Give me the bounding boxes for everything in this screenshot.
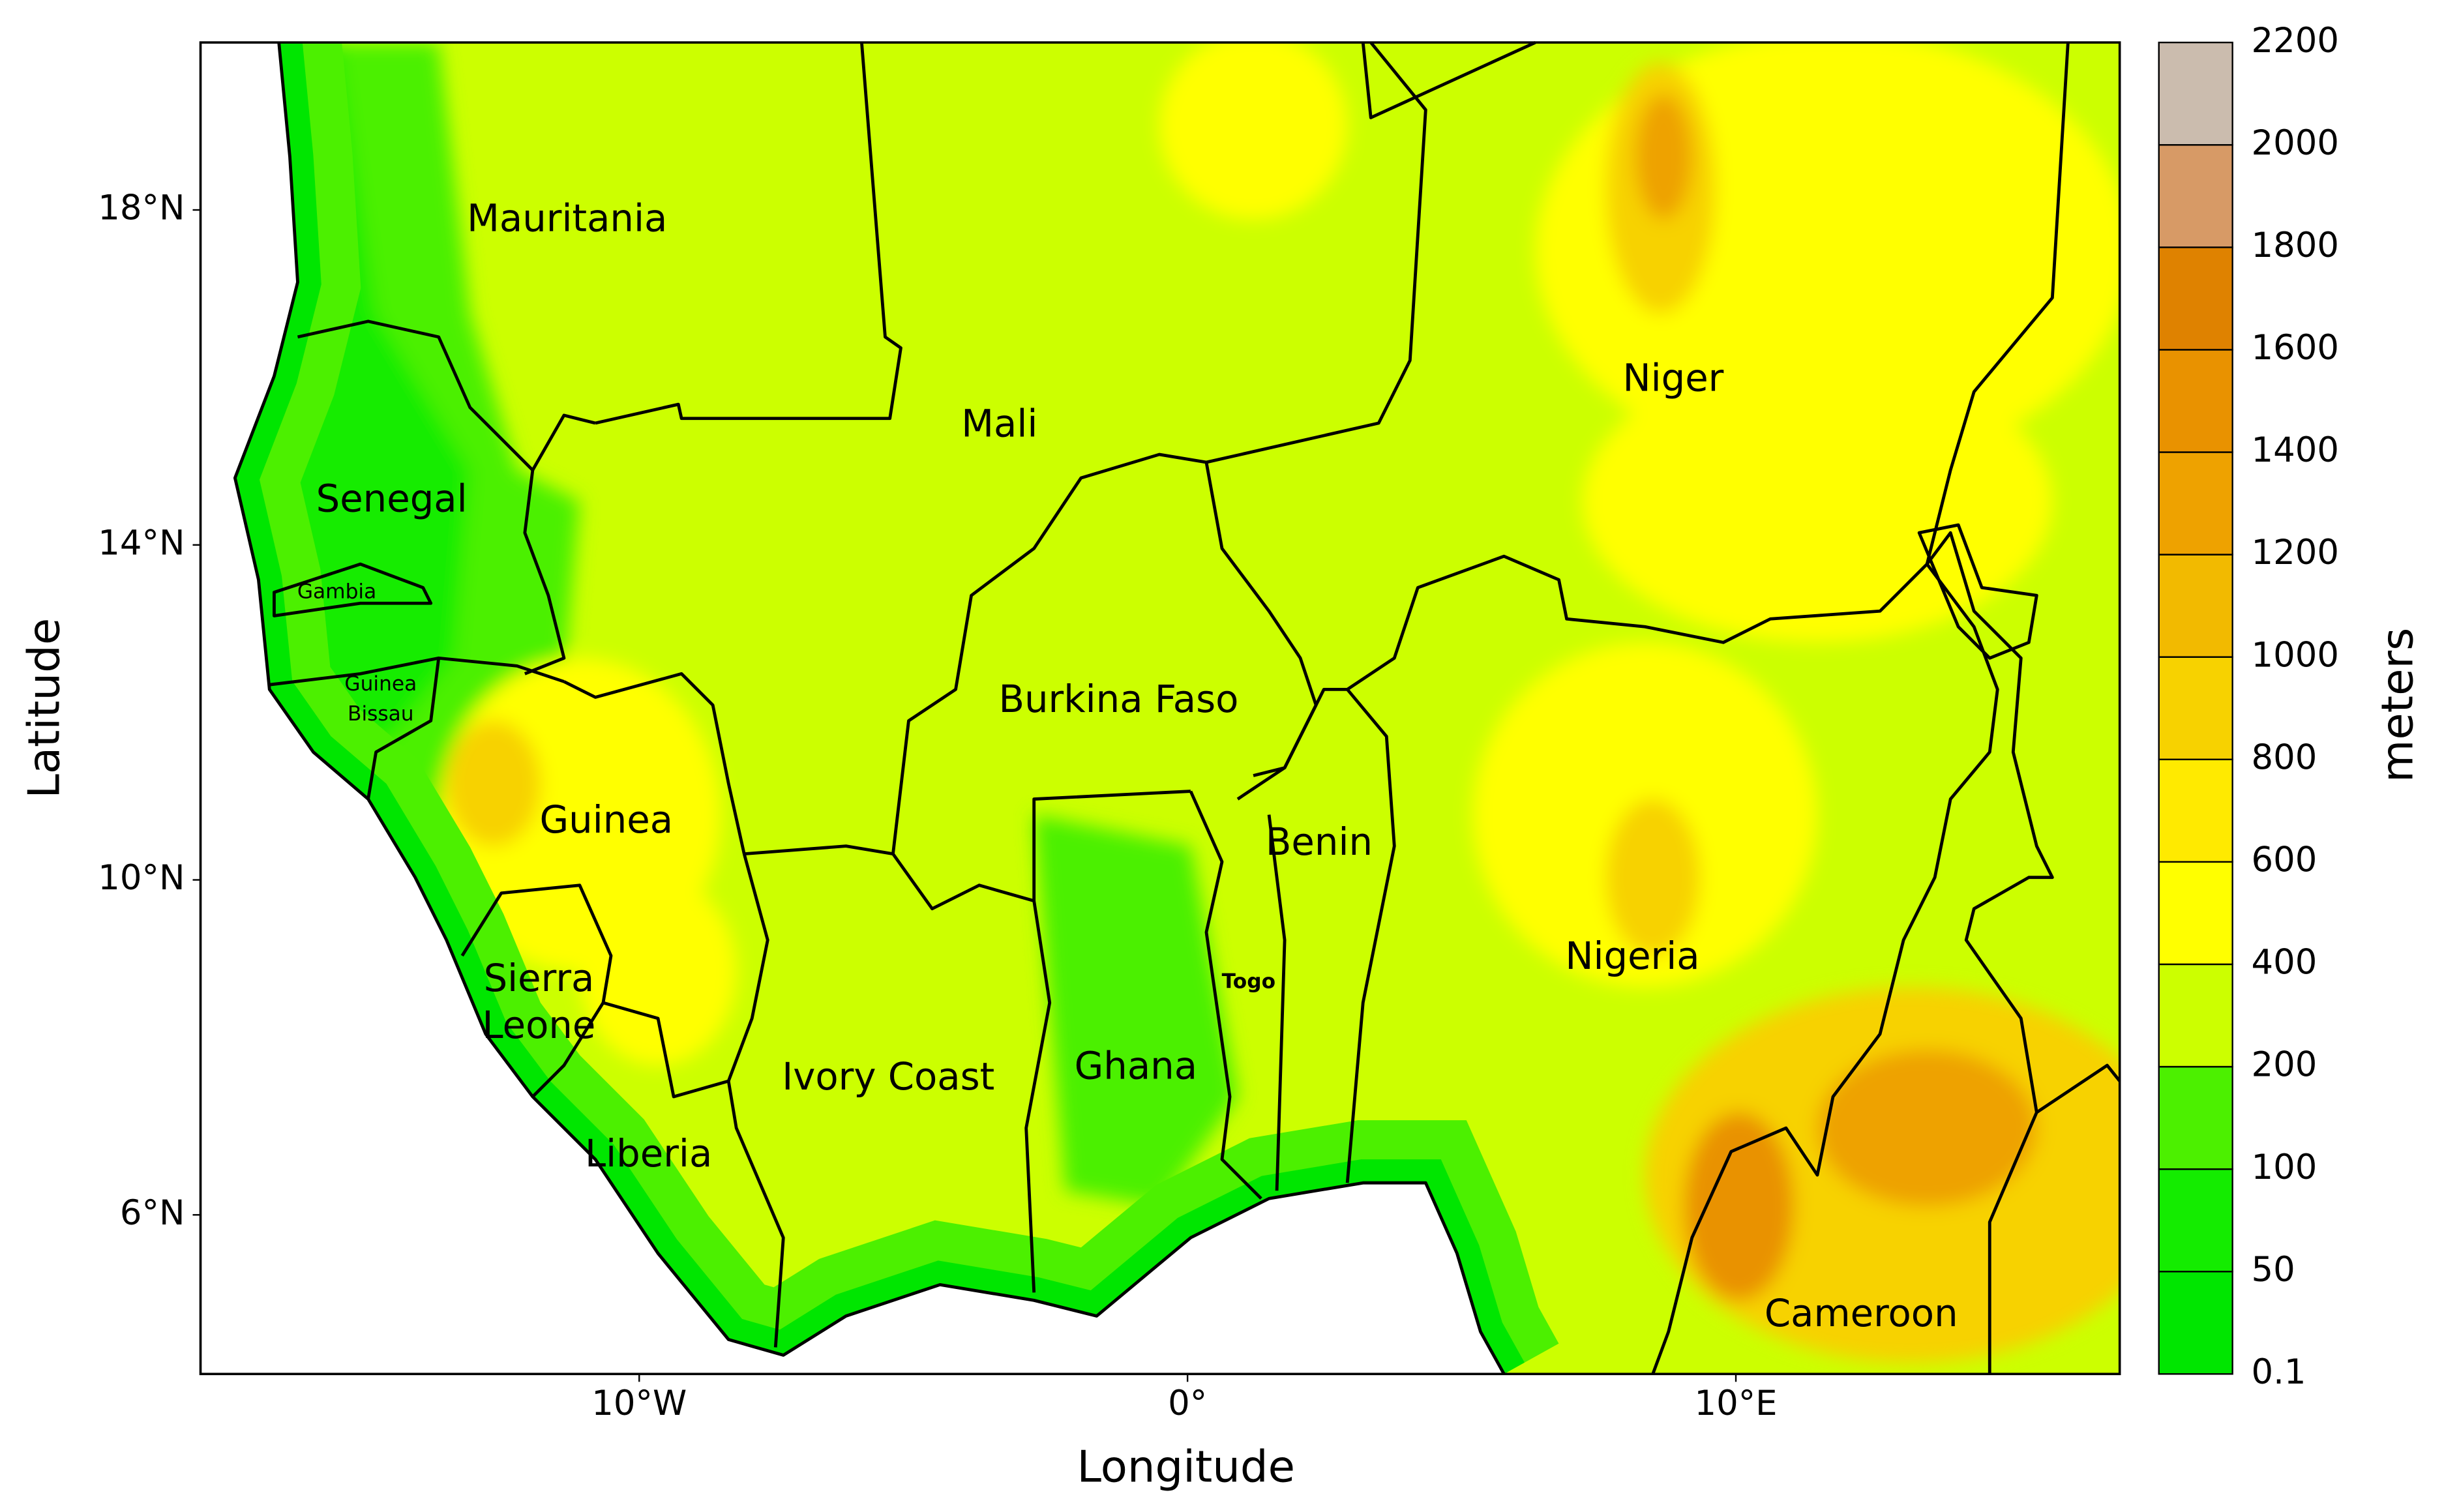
country-label: Mali [961, 401, 1037, 445]
colorbar-segment [2158, 861, 2233, 966]
colorbar-label: 1400 [2251, 430, 2338, 470]
colorbar-label: 1800 [2251, 226, 2338, 265]
country-label: Sierra [484, 956, 595, 1000]
y-tick-label: 14°N [98, 523, 185, 563]
y-tick-label: 6°N [120, 1193, 185, 1233]
y-tick-label: 10°N [98, 858, 185, 898]
colorbar-label: 800 [2251, 737, 2317, 777]
colorbar-label: 0.1 [2251, 1352, 2306, 1392]
country-label: Ivory Coast [782, 1054, 994, 1099]
country-label: Liberia [585, 1131, 712, 1176]
colorbar-label: 2000 [2251, 123, 2338, 163]
country-label: Nigeria [1565, 934, 1699, 978]
colorbar-segment [2158, 246, 2233, 351]
country-label: Benin [1266, 820, 1373, 864]
country-label: Guinea [539, 797, 673, 842]
colorbar-segment [2158, 349, 2233, 453]
colorbar-segment [2158, 554, 2233, 658]
colorbar-segment [2158, 656, 2233, 760]
country-label: Cameroon [1765, 1291, 1958, 1335]
colorbar-label: 100 [2251, 1148, 2317, 1187]
colorbar-segment [2158, 963, 2233, 1068]
colorbar-label: 1600 [2251, 328, 2338, 368]
colorbar-segment [2158, 758, 2233, 863]
colorbar-label: 1000 [2251, 635, 2338, 675]
colorbar-segment [2158, 1065, 2233, 1170]
country-label: Burkina Faso [998, 677, 1238, 721]
y-axis-title: Latitude [19, 618, 70, 799]
country-label: Leone [483, 1003, 596, 1047]
country-label: Mauritania [467, 196, 667, 241]
colorbar-segment [2158, 1168, 2233, 1273]
colorbar-segment [2158, 41, 2233, 146]
country-label: Guinea [344, 672, 417, 696]
country-label: Niger [1622, 356, 1723, 400]
x-axis-title: Longitude [1077, 1441, 1295, 1492]
colorbar-title: meters [2372, 628, 2422, 782]
colorbar-label: 600 [2251, 840, 2317, 880]
borders [233, 40, 2121, 1375]
axes-and-colorbar: 10°W 0° 10°E 6°N 10°N 14°N 18°N 0.1 50 100 200 400 6… [98, 21, 2339, 1423]
colorbar-label: 400 [2251, 943, 2317, 983]
x-tick-label: 10°E [1695, 1384, 1778, 1423]
country-label: Bissau [348, 702, 414, 726]
country-labels: Mauritania Mali Niger Senegal Gambia Gui… [297, 196, 1958, 1335]
x-tick-label: 0° [1168, 1384, 1207, 1423]
x-tick-label: 10°W [591, 1384, 687, 1423]
colorbar-label: 1200 [2251, 533, 2338, 572]
colorbar-label: 200 [2251, 1045, 2317, 1085]
country-label: Senegal [316, 477, 468, 521]
colorbar-segment [2158, 1271, 2233, 1375]
country-label: Gambia [297, 580, 376, 603]
map-frame [199, 41, 2121, 1376]
country-label: Togo [1222, 970, 1275, 994]
country-label: Ghana [1075, 1043, 1197, 1088]
colorbar-label: 50 [2251, 1250, 2295, 1290]
y-tick-label: 18°N [98, 188, 185, 228]
colorbar-segment [2158, 451, 2233, 556]
colorbar-segment [2158, 144, 2233, 248]
colorbar-label: 2200 [2251, 21, 2338, 61]
